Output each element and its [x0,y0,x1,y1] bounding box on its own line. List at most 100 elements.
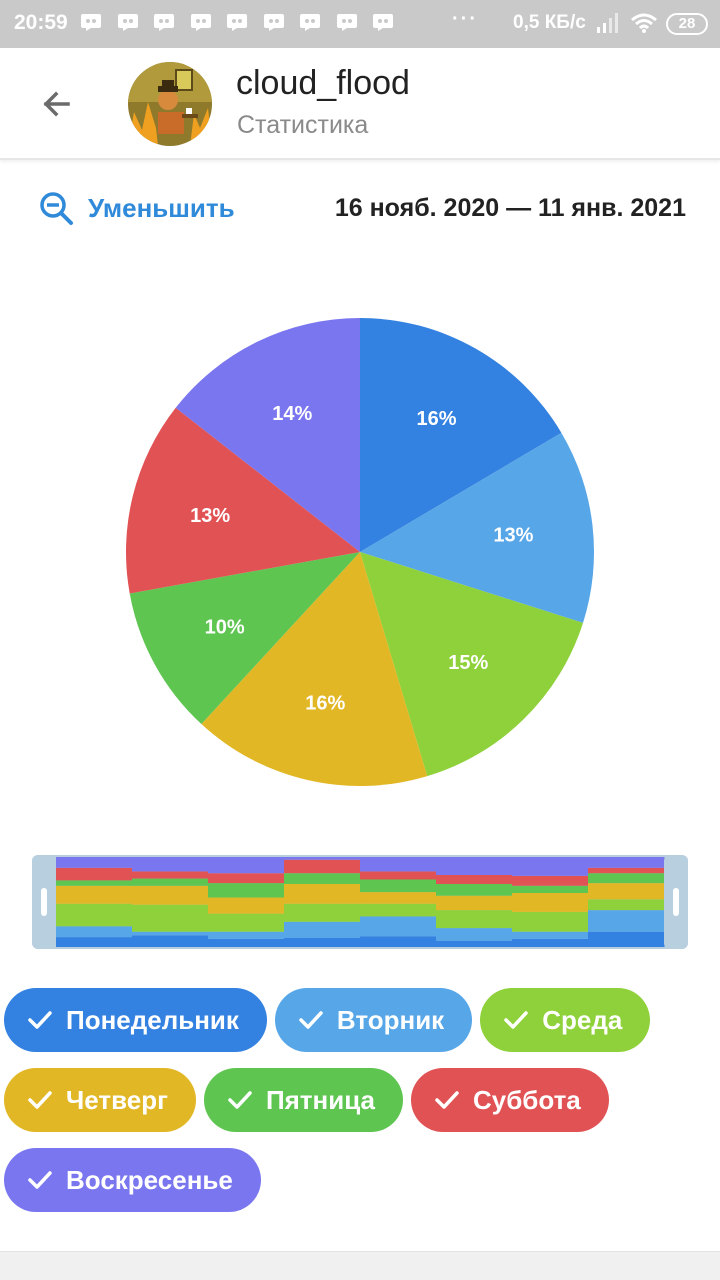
network-speed: 0,5 КБ/с [513,12,586,33]
chat-title: cloud_flood [236,64,410,102]
navigator-segment [436,928,513,941]
pie-slice-label: 15% [448,652,488,674]
app-header: cloud_flood Статистика [0,48,720,160]
pie-chart[interactable]: 16% 13% 15% 16% 10% 13% 14% [0,260,720,840]
navigator-segment [512,893,589,912]
navigator-segment [436,895,513,911]
navigator-segment [360,857,437,872]
navigator-segment [512,938,589,947]
navigator-segment [284,903,361,922]
zoom-out-icon [40,192,73,225]
navigator-segment [512,911,589,932]
date-range: 16 нояб. 2020 — 11 янв. 2021 [334,194,686,222]
notification-icons [80,12,409,32]
navigator-segment [132,931,209,936]
navigator-segment [284,873,361,884]
series-chip-label: Четверг [66,1084,168,1115]
chart-navigator[interactable] [32,855,688,949]
navigator-segment [284,857,361,860]
navigator-segment [588,883,665,900]
series-chip[interactable]: Понедельник [4,988,267,1052]
navigator-segment [132,871,209,879]
navigator-segment [132,935,209,947]
battery-indicator: 28 [666,13,708,35]
navigator-segment [360,936,437,947]
navigator-segment [588,910,665,932]
series-chip-label: Суббота [472,1084,581,1115]
pie-slice[interactable] [360,432,595,623]
more-notifications-icon: ··· [452,8,478,30]
series-chip-label: Вторник [336,1004,445,1035]
wifi-icon [631,13,657,33]
discord-icon [263,14,284,31]
discord-icon [117,14,138,31]
pie-slice-label: 10% [205,616,245,638]
zoom-out-button[interactable]: Уменьшить [38,190,235,226]
navigator-segment [436,884,513,896]
navigator-segment [56,903,133,927]
series-chip[interactable]: Вторник [274,988,473,1052]
navigator-segment [360,892,437,904]
zoom-out-label: Уменьшить [88,192,235,223]
navigator-segment [132,878,209,886]
navigator-segment [208,883,285,898]
dog-in-fire-avatar-icon [128,62,212,146]
pie-slice[interactable] [129,552,360,725]
navigator-segment [132,857,209,872]
navigator-segment [56,885,133,904]
navigator-segment [512,885,589,893]
navigator-segment [588,867,665,874]
status-time: 20:59 [14,11,68,34]
navigator-segment [512,931,589,939]
series-chip-label: Среда [542,1004,623,1035]
discord-icon [81,14,101,31]
navigator-segment [208,931,285,939]
series-chip[interactable]: Четверг [4,1068,196,1132]
pie-slice[interactable] [360,552,584,777]
discord-icon [227,14,247,31]
back-button[interactable] [28,76,84,132]
navigator-segment [588,857,665,868]
pie-slice-label: 13% [190,505,230,527]
checkmark-icon [28,1011,52,1029]
navigator-segment [588,873,665,884]
pie-slice[interactable] [125,407,360,594]
series-chip[interactable]: Пятница [203,1068,403,1132]
discord-icon [336,14,357,31]
checkmark-icon [28,1091,52,1109]
navigator-segment [436,910,513,929]
navigator-segment [208,913,285,932]
checkmark-icon [299,1011,323,1029]
checkmark-icon [228,1091,252,1109]
navigator-segment [436,875,513,884]
pie-slice[interactable] [175,318,360,552]
navigator-segment [56,867,133,881]
pie-slice-label: 16% [305,693,345,715]
discord-icon [373,14,393,31]
navigator-segment [588,931,665,947]
pie-slice[interactable] [360,318,562,552]
navigator-segment [56,937,133,947]
series-chip[interactable]: Воскресенье [4,1148,261,1212]
navigator-segment [284,859,361,874]
pie-slice[interactable] [201,552,428,787]
navigator-segment [208,857,285,874]
series-chip[interactable]: Среда [480,988,651,1052]
navigator-segment [284,921,361,938]
series-chip-label: Воскресенье [66,1164,233,1195]
avatar[interactable] [128,62,212,146]
navigator-segment [436,940,513,947]
navigator-segment [588,899,665,911]
discord-icon [300,14,320,31]
navigator-segment [512,857,589,876]
pie-slice-label: 13% [493,525,533,547]
series-chip-label: Пятница [265,1084,375,1115]
navigator-segment [208,938,285,947]
status-bar: 20:59 ··· 0,5 КБ/с 28 [0,0,720,48]
navigator-segment [132,904,209,932]
checkmark-icon [504,1011,528,1029]
discord-icon [190,14,211,31]
arrow-back-icon [43,91,70,117]
discord-icon [154,14,174,31]
series-chip[interactable]: Суббота [410,1068,609,1132]
